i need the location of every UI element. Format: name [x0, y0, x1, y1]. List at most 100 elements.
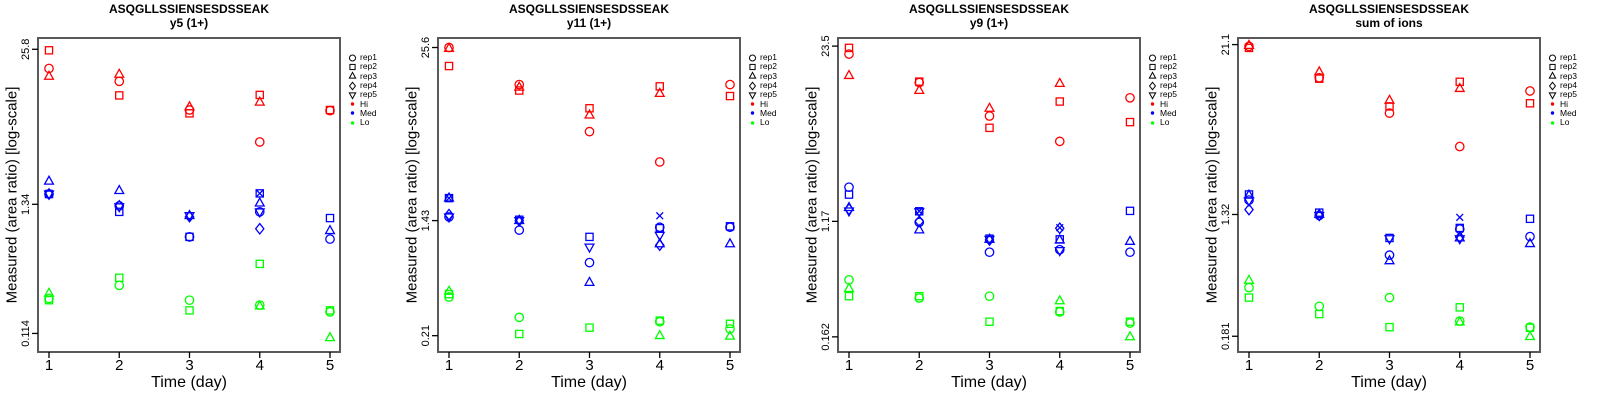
legend-item-lo: Lo [747, 118, 777, 127]
legend-marker-icon [1548, 80, 1557, 91]
data-point-marker [844, 202, 854, 216]
data-point-marker [114, 76, 125, 87]
plot-subtitle: y11 (1+) [566, 16, 612, 30]
data-point-marker [444, 61, 454, 71]
legend-label: Hi [360, 98, 369, 109]
data-point-marker [1384, 250, 1395, 260]
data-point-marker [324, 224, 336, 235]
data-point-marker [1549, 63, 1556, 71]
legend-label: rep2 [760, 61, 778, 72]
data-point-marker [1054, 307, 1065, 317]
y-axis-tick-label: 0.162 [820, 323, 832, 351]
legend-item-hi: Hi [747, 99, 777, 108]
data-point-marker [654, 238, 665, 252]
data-point-marker [1385, 102, 1394, 111]
data-point-marker [1454, 235, 1466, 245]
data-point-marker [725, 222, 735, 233]
legend-label: rep4 [1160, 80, 1178, 91]
legend-marker-icon [348, 80, 357, 91]
data-point-marker [985, 123, 994, 133]
plot-box [837, 37, 1141, 353]
legend-label: Med [1160, 107, 1177, 118]
legend-label: Hi [760, 98, 769, 109]
plot-box [437, 37, 741, 353]
data-point-marker [515, 86, 524, 95]
data-point-marker [724, 329, 736, 340]
data-point-marker [984, 247, 995, 258]
data-point-marker [583, 243, 596, 254]
data-point-marker [654, 316, 665, 327]
legend-item-rep4: rep4 [1547, 80, 1577, 91]
legend-label: rep1 [360, 52, 378, 63]
data-point-marker [1454, 82, 1466, 93]
legend-label: rep5 [1560, 89, 1578, 100]
legend-item-med: Med [1547, 108, 1577, 118]
data-point-marker [1244, 282, 1254, 293]
data-point-marker [1054, 246, 1066, 257]
plot-title: ASQGLLSSIENSESDSSEAK [508, 2, 670, 16]
plot-title: ASQGLLSSIENSESDSSEAK [1308, 2, 1470, 16]
data-point-marker [1244, 203, 1254, 216]
legend-dot-icon [1550, 102, 1555, 106]
legend-color-dot [350, 121, 355, 125]
scatter-plot-sum-of-ions: 21.1 1.32 0.181 1 2 3 4 5 [1220, 34, 1541, 374]
data-point-marker [749, 63, 756, 71]
legend-label: rep2 [360, 61, 378, 72]
data-point-marker [844, 190, 854, 199]
x-axis-tick-label: 5 [1526, 357, 1534, 374]
x-axis-tick-label: 4 [1056, 357, 1064, 374]
y-axis-tick-label: 25.8 [20, 39, 32, 60]
x-axis-label: Time (day) [551, 374, 627, 391]
data-point-marker [114, 280, 125, 291]
legend-item-med: Med [747, 108, 777, 118]
plot-legend: rep1 rep2 rep3 rep4 rep5 Hi Med Lo [347, 53, 377, 127]
data-point-marker [844, 43, 854, 53]
legend-item-med: Med [347, 108, 377, 118]
legend-color-dot [1150, 121, 1155, 125]
x-axis-tick-label: 1 [845, 357, 853, 374]
data-point-marker [1054, 244, 1065, 255]
data-point-marker [1055, 97, 1064, 106]
data-point-marker [1385, 322, 1394, 332]
plot-legend: rep1 rep2 rep3 rep4 rep5 Hi Med Lo [1147, 53, 1177, 127]
data-point-marker [913, 208, 925, 219]
legend-dot-icon [1150, 121, 1155, 125]
legend-item-rep4: rep4 [747, 81, 777, 91]
legend-item-hi: Hi [1547, 99, 1577, 108]
data-point-marker [348, 54, 357, 62]
legend-item-lo: Lo [1547, 118, 1577, 127]
legend-color-dot [1550, 121, 1555, 125]
data-point-marker [1149, 63, 1156, 71]
legend-color-dot [1550, 102, 1555, 106]
data-point-marker [1148, 92, 1157, 100]
data-point-marker [1383, 93, 1396, 104]
legend-color-dot [750, 102, 755, 106]
legend-dot-icon [1150, 102, 1155, 106]
legend-marker-icon [748, 54, 757, 62]
x-axis-tick-label: 5 [326, 357, 334, 374]
plot-subtitle: sum of ions [1355, 16, 1423, 30]
data-point-marker [725, 91, 735, 101]
legend-marker-icon [348, 71, 357, 79]
legend-label: Hi [1160, 98, 1169, 109]
legend-label: Lo [760, 117, 770, 128]
data-point-marker [1315, 309, 1324, 319]
legend-label: rep3 [1160, 70, 1178, 81]
data-point-marker [655, 211, 664, 220]
legend-marker-icon [1148, 71, 1157, 79]
legend-item-rep1: rep1 [347, 53, 377, 62]
data-point-marker [44, 46, 54, 55]
x-axis-tick-label: 3 [1385, 357, 1393, 374]
data-point-marker [443, 42, 455, 53]
legend-marker-icon [1148, 92, 1157, 100]
data-point-marker [583, 108, 596, 119]
data-point-marker [43, 69, 55, 80]
data-point-marker [1054, 136, 1065, 147]
legend-color-dot [350, 102, 355, 106]
data-point-marker [843, 207, 855, 218]
data-point-marker [325, 105, 335, 116]
x-axis-tick-label: 1 [1245, 357, 1253, 374]
x-axis-tick-label: 1 [445, 357, 453, 374]
legend-label: rep1 [1560, 52, 1578, 63]
x-axis-tick-label: 3 [985, 357, 993, 374]
